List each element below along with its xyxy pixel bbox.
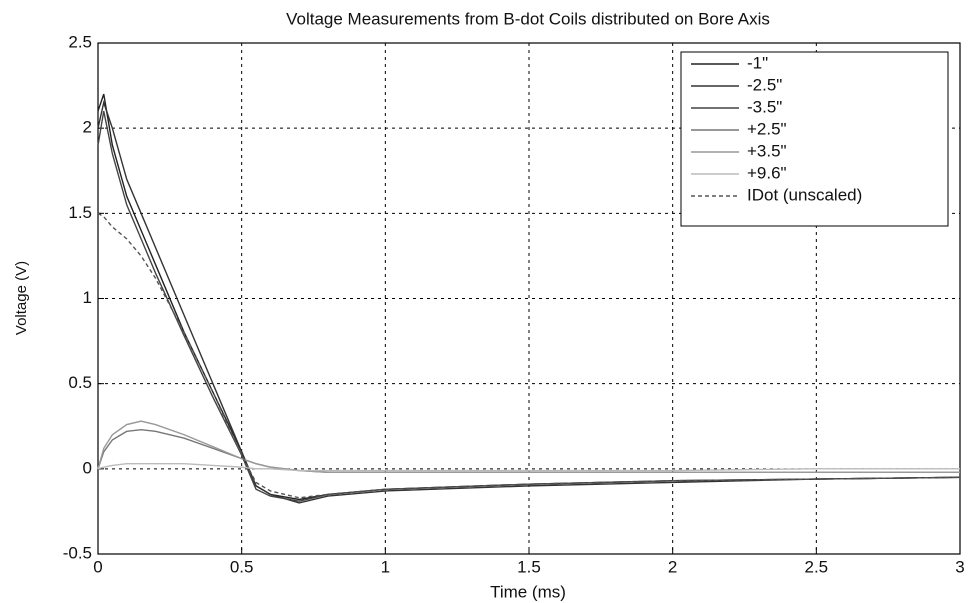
chart-title: Voltage Measurements from B-dot Coils di… bbox=[286, 9, 770, 28]
y-axis-label: Voltage (V) bbox=[13, 261, 30, 335]
data-line bbox=[97, 100, 961, 504]
y-tick-label: -0.5 bbox=[63, 543, 92, 562]
x-tick-label: 2 bbox=[668, 557, 677, 576]
y-tick-label: 2.5 bbox=[68, 32, 92, 51]
legend-label: +3.5" bbox=[747, 141, 787, 160]
legend-label: -1" bbox=[747, 53, 768, 72]
data-line bbox=[97, 110, 961, 502]
legend-label: -3.5" bbox=[747, 97, 782, 116]
y-tick-label: 1 bbox=[83, 288, 92, 307]
x-tick-label: 3 bbox=[955, 557, 964, 576]
y-tick-label: 0 bbox=[83, 458, 92, 477]
data-line bbox=[97, 212, 961, 499]
x-axis-label: Time (ms) bbox=[490, 582, 566, 601]
legend-label: -2.5" bbox=[747, 75, 782, 94]
x-tick-label: 0 bbox=[93, 557, 102, 576]
x-tick-label: 2.5 bbox=[805, 557, 829, 576]
data-line bbox=[97, 420, 960, 473]
x-tick-label: 1 bbox=[381, 557, 390, 576]
x-tick-label: 1.5 bbox=[517, 557, 541, 576]
data-line bbox=[97, 463, 960, 472]
y-tick-label: 1.5 bbox=[68, 203, 92, 222]
legend-box bbox=[680, 51, 949, 227]
legend-label: IDot (unscaled) bbox=[747, 185, 862, 204]
y-tick-label: 0.5 bbox=[68, 373, 92, 392]
legend-label: +2.5" bbox=[747, 119, 787, 138]
y-tick-label: 2 bbox=[83, 118, 92, 137]
legend-label: +9.6" bbox=[747, 163, 787, 182]
x-tick-label: 0.5 bbox=[230, 557, 254, 576]
